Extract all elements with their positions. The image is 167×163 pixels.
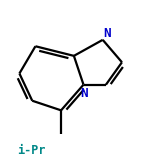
Text: N: N bbox=[80, 87, 88, 100]
Text: N: N bbox=[103, 27, 111, 40]
Text: i-Pr: i-Pr bbox=[17, 144, 46, 157]
